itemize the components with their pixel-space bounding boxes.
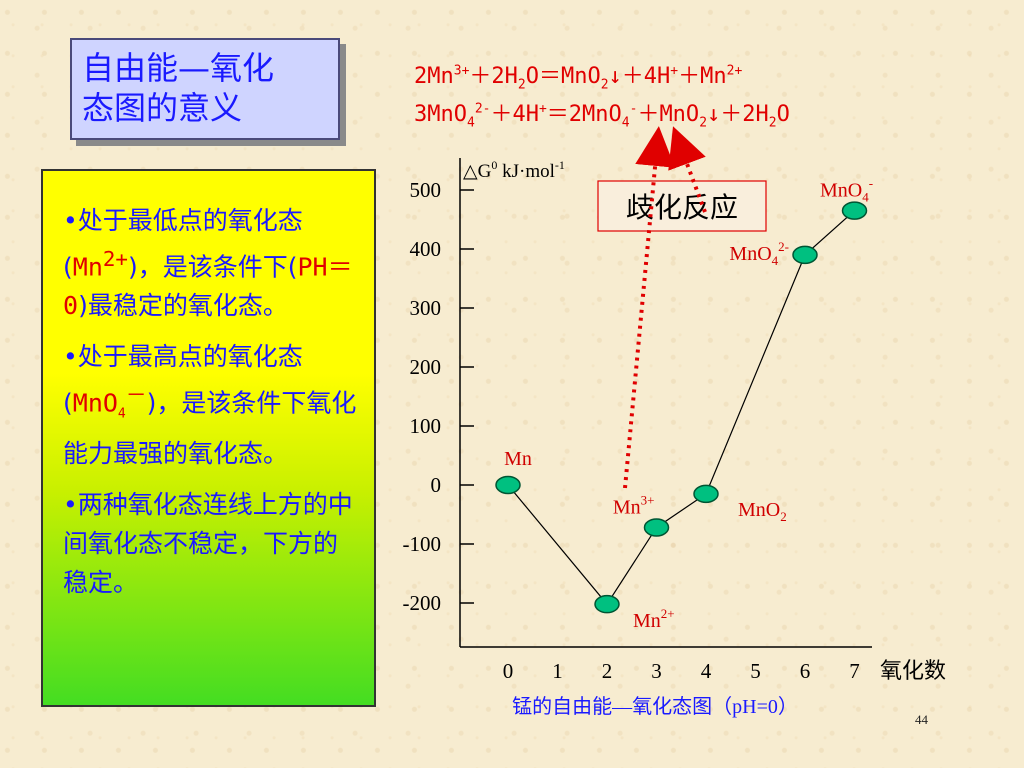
eq1-part: ＋2H: [469, 64, 518, 89]
eq1-sup: 3+: [453, 63, 470, 79]
y-tick-label: 300: [410, 296, 442, 320]
series-line: [507, 210, 855, 606]
y-tick-label: 200: [410, 355, 442, 379]
point-label: MnO4-: [820, 176, 873, 205]
bullet-rule: •两种氧化态连线上方的中间氧化态不稳定，下方的稳定。: [63, 485, 358, 602]
point-label: Mn2+: [633, 606, 675, 632]
species-mno4: MnO: [72, 388, 118, 418]
eq1-sub: 2: [517, 77, 526, 93]
equation-1: 2Mn3+＋2H2O＝MnO2↓＋4H+＋Mn2+: [414, 58, 743, 93]
bullet-text: )最稳定的氧化态。: [78, 291, 288, 321]
eq1-part: 2Mn: [414, 64, 454, 89]
label-main: MnO: [729, 243, 771, 265]
x-tick-label: 6: [800, 659, 811, 683]
label-main: Mn: [504, 448, 532, 470]
point-label: Mn: [504, 448, 532, 470]
bullet-text: •处于最低点的氧化态(: [63, 206, 303, 282]
y-axis-label-part: △G: [463, 161, 492, 182]
label-sub: 2: [780, 509, 787, 524]
y-tick-label: 500: [410, 178, 442, 202]
eq2-sub: 4: [621, 115, 630, 131]
x-tick-label: 4: [701, 659, 712, 683]
label-sup: 2+: [661, 606, 675, 621]
eq2-part: ＝2MnO: [546, 102, 622, 127]
y-axis-label-part: kJ·mol: [497, 161, 555, 182]
eq1-part: ↓＋4H: [608, 64, 671, 89]
eq2-sub: 2: [768, 115, 777, 131]
point-label: MnO2: [738, 499, 787, 524]
label-sup: 3+: [641, 492, 655, 507]
species-mn2: Mn: [72, 252, 103, 282]
y-axis-label-part: -1: [555, 158, 565, 172]
explanation-panel: •处于最低点的氧化态(Mn2+)，是该条件下(PH＝0)最稳定的氧化态。 •处于…: [41, 169, 376, 707]
y-axis-label-part: 0: [491, 158, 497, 172]
label-main: MnO: [738, 499, 780, 521]
page-number: 44: [915, 712, 928, 727]
x-tick-label: 5: [750, 659, 761, 683]
point-label: MnO42-: [729, 239, 789, 268]
bullet-text: •两种氧化态连线上方的中间氧化态不稳定，下方的稳定。: [63, 489, 353, 597]
eq2-sub: 2: [699, 115, 708, 131]
y-axis-label: △G0 kJ·mol-1: [463, 158, 565, 182]
eq1-part: O＝MnO: [525, 64, 601, 89]
disproportionation-arrow-1: [623, 126, 676, 489]
label-sup: 2-: [778, 239, 789, 254]
eq1-sup: 2+: [726, 63, 743, 79]
label-sub: 4: [862, 190, 869, 205]
eq1-part: ＋Mn: [678, 64, 727, 89]
eq2-sup: 2-: [474, 101, 491, 117]
eq2-part: O: [776, 102, 790, 127]
species-mn2-charge: 2+: [102, 247, 128, 271]
label-sub: 4: [772, 253, 779, 268]
point-label: Mn3+: [613, 492, 655, 518]
bullet-text: •处于最高点的氧化态(: [63, 342, 303, 418]
x-tick-label: 2: [602, 659, 613, 683]
title-line-1: 自由能—氧化: [82, 49, 275, 87]
bullet-lowest: •处于最低点的氧化态(Mn2+)，是该条件下(PH＝0)最稳定的氧化态。: [63, 201, 358, 325]
eq2-part: ↓＋2H: [707, 102, 769, 127]
eq2-part: ＋4H: [490, 102, 539, 127]
data-point: [841, 201, 868, 220]
bullet-text: )，是该条件下(: [127, 252, 298, 282]
eq2-part: 3MnO: [414, 102, 467, 127]
bullet-text: )，是该条件下氧化能力最强的氧化态。: [63, 388, 357, 468]
annotation-box: [597, 180, 767, 232]
label-main: Mn: [633, 610, 661, 632]
data-point: [693, 484, 719, 504]
eq2-part: ＋MnO: [637, 102, 700, 127]
data-point: [643, 518, 670, 537]
eq1-sub: 2: [600, 77, 609, 93]
annotation-text: 歧化反应: [626, 192, 738, 224]
x-tick-label: 0: [503, 659, 514, 683]
y-tick-label: 100: [410, 414, 442, 438]
label-sup: -: [869, 176, 873, 191]
species-mno4-sub: 4: [117, 406, 126, 422]
data-point: [594, 594, 620, 614]
eq2-sub: 4: [466, 115, 475, 131]
x-tick-label: 1: [552, 659, 563, 683]
data-point: [792, 245, 818, 265]
equation-2: 3MnO42-＋4H+＝2MnO4-＋MnO2↓＋2H2O: [414, 96, 790, 131]
condition-ph: PH＝0: [63, 252, 353, 321]
data-point: [495, 475, 521, 495]
title-line-2: 态图的意义: [82, 89, 243, 127]
eq1-sup: +: [670, 63, 679, 79]
eq2-sup: -: [629, 101, 638, 117]
y-tick-label: 400: [410, 237, 442, 261]
title-box: 自由能—氧化 态图的意义: [70, 38, 340, 140]
y-tick-label: 0: [431, 473, 442, 497]
species-mno4-charge: －: [125, 383, 147, 408]
bullet-highest: •处于最高点的氧化态(MnO4－)，是该条件下氧化能力最强的氧化态。: [63, 337, 358, 472]
x-tick-label: 7: [849, 659, 860, 683]
chart-caption: 锰的自由能—氧化态图（pH=0）: [512, 695, 798, 718]
y-tick-label: -100: [403, 532, 442, 556]
eq2-sup: +: [538, 101, 547, 117]
y-tick-label: -200: [403, 591, 442, 615]
label-main: Mn: [613, 496, 641, 518]
label-main: MnO: [820, 180, 862, 202]
x-tick-label: 3: [651, 659, 662, 683]
x-axis-label: 氧化数: [880, 658, 946, 683]
